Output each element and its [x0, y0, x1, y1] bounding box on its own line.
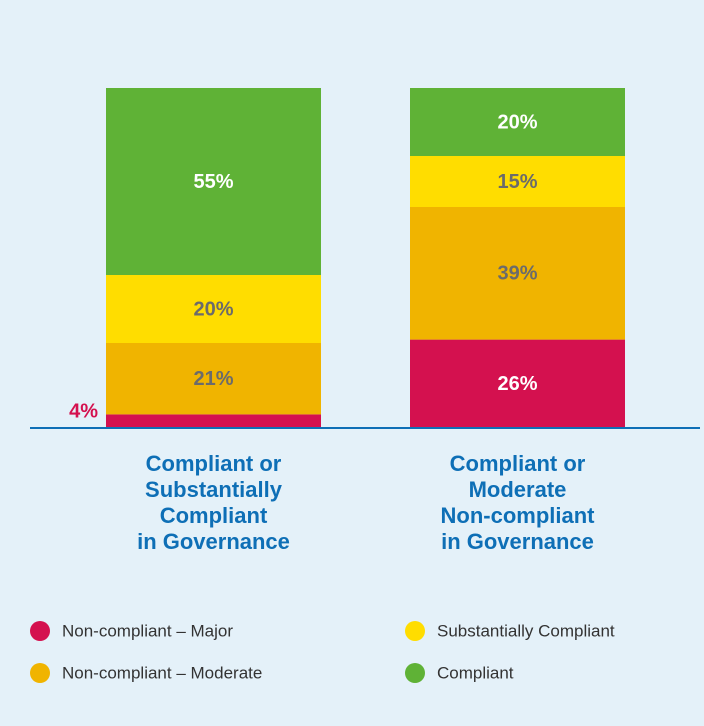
bar-segment — [410, 207, 625, 340]
value-label: 4% — [69, 400, 98, 422]
bar-segment — [410, 339, 625, 428]
value-label: 20% — [193, 298, 233, 320]
value-label: 55% — [193, 171, 233, 193]
legend-swatch — [30, 663, 50, 683]
legend-swatch — [405, 663, 425, 683]
x-tick-label: Compliant or Moderate Non-compliant in G… — [440, 451, 595, 554]
legend-swatch — [30, 621, 50, 641]
x-tick-label: Compliant or Substantially Compliant in … — [137, 451, 290, 554]
value-label: 15% — [497, 171, 537, 193]
bar-segment — [410, 156, 625, 207]
legend-label: Substantially Compliant — [437, 621, 615, 640]
bar-segment — [106, 275, 321, 343]
legend-label: Non-compliant – Major — [62, 621, 233, 640]
legend-label: Non-compliant – Moderate — [62, 663, 262, 682]
bar-segment — [410, 88, 625, 156]
bar-segment — [106, 414, 321, 428]
bar-segment — [106, 343, 321, 415]
value-label: 26% — [497, 373, 537, 395]
value-label: 39% — [497, 263, 537, 285]
value-label: 20% — [497, 111, 537, 133]
bar-segment — [106, 88, 321, 275]
legend-label: Compliant — [437, 663, 514, 682]
value-label: 21% — [193, 368, 233, 390]
legend-swatch — [405, 621, 425, 641]
